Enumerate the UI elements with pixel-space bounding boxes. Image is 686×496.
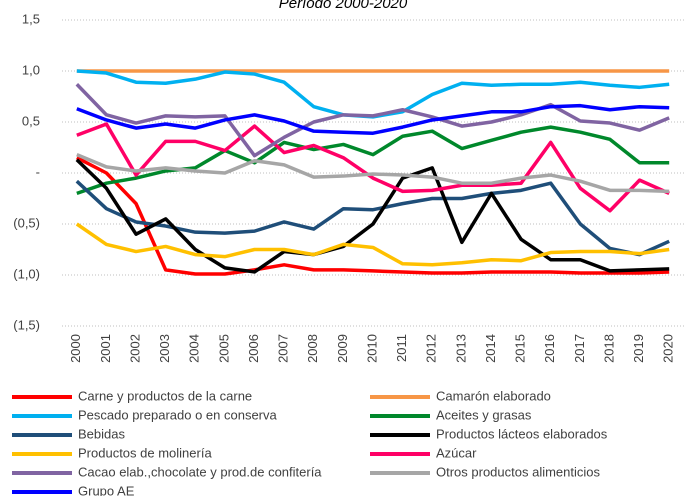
x-tick-label: 2002 (127, 334, 142, 363)
series-line (75, 222, 670, 267)
series-line (76, 69, 670, 119)
x-tick-label: 2015 (513, 334, 528, 363)
legend-label: Carne y productos de la carne (78, 388, 252, 403)
x-tick-label: 2005 (216, 334, 231, 363)
legend-label: Cacao elab.,chocolate y prod.de confiter… (78, 464, 322, 479)
series-line (76, 153, 670, 194)
series-line (76, 122, 670, 213)
x-tick-label: 2019 (631, 334, 646, 363)
chart-title: Período 2000-2020 (279, 0, 408, 12)
x-tick-label: 2014 (483, 334, 498, 363)
y-tick-label: - (36, 164, 40, 179)
x-tick-label: 2009 (335, 334, 350, 363)
legend-label: Aceites y grasas (436, 407, 532, 422)
x-tick-label: 2018 (601, 334, 616, 363)
x-tick-label: 2003 (157, 334, 172, 363)
x-tick-label: 2008 (305, 334, 320, 363)
x-tick-label: 2020 (661, 334, 676, 363)
x-tick-label: 2016 (542, 334, 557, 363)
x-tick-label: 2011 (394, 334, 409, 362)
legend-label: Grupo AE (78, 483, 135, 496)
legend-label: Pescado preparado o en conserva (78, 407, 278, 422)
y-tick-label: 0,5 (22, 113, 40, 128)
x-tick-label: 2004 (187, 334, 202, 363)
series-line (75, 83, 670, 158)
x-tick-label: 2012 (424, 334, 439, 363)
series-line (76, 125, 670, 196)
y-tick-label: (1,0) (13, 266, 40, 281)
series-line (76, 103, 670, 135)
y-tick-label: 1,5 (22, 11, 40, 26)
x-tick-label: 2007 (276, 334, 291, 363)
x-tick-label: 2006 (246, 334, 261, 363)
x-tick-label: 2010 (364, 334, 379, 363)
series-line (75, 158, 670, 274)
legend-label: Productos lácteos elaborados (436, 426, 608, 441)
x-tick-label: 2000 (68, 334, 83, 363)
x-tick-label: 2001 (98, 334, 113, 363)
legend-label: Bebidas (78, 426, 125, 441)
legend-label: Otros productos alimenticios (436, 464, 601, 479)
legend-label: Azúcar (436, 445, 477, 460)
legend-label: Camarón elaborado (436, 388, 551, 403)
y-tick-label: 1,0 (22, 62, 40, 77)
y-tick-label: (0,5) (13, 215, 40, 230)
series-line (76, 156, 670, 276)
y-tick-label: (1,5) (13, 317, 40, 332)
legend-label: Productos de molinería (78, 445, 212, 460)
x-tick-label: 2017 (572, 334, 587, 363)
x-tick-label: 2013 (453, 334, 468, 363)
